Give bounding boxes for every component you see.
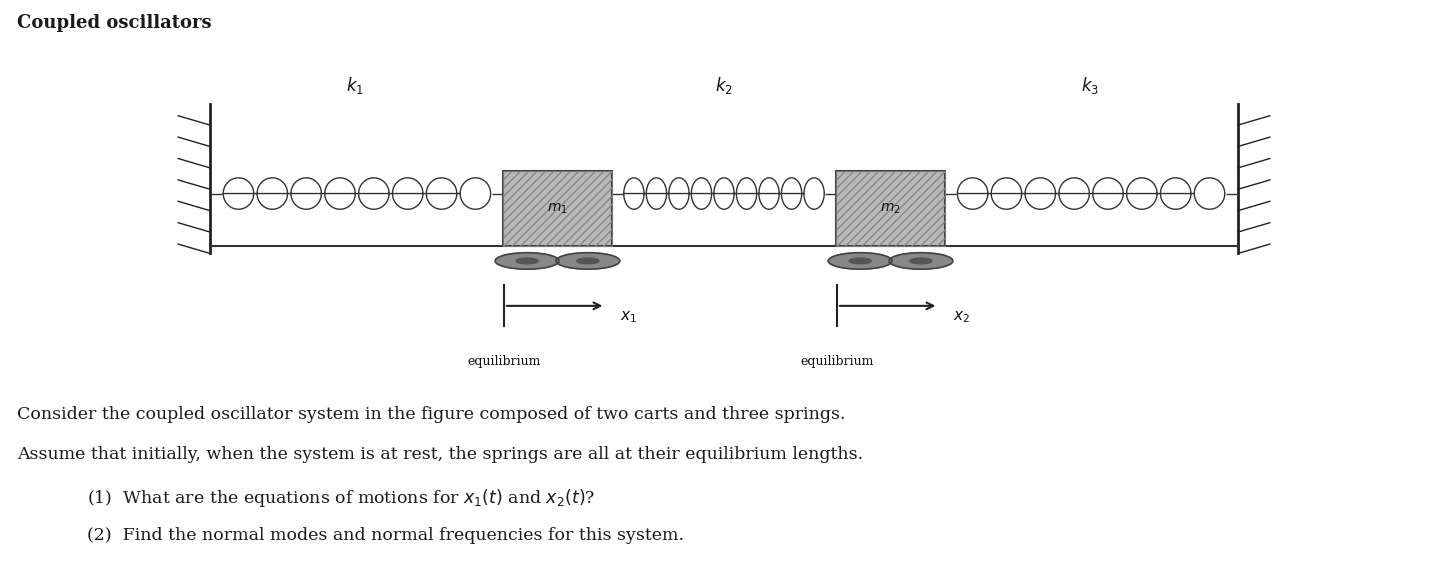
Text: equilibrium: equilibrium (468, 355, 540, 367)
Circle shape (828, 253, 892, 269)
Text: (2)  Find the normal modes and normal frequencies for this system.: (2) Find the normal modes and normal fre… (87, 527, 683, 544)
Text: (1)  What are the equations of motions for $x_1(t)$ and $x_2(t)$?: (1) What are the equations of motions fo… (87, 487, 595, 509)
Text: Coupled oscillators: Coupled oscillators (17, 14, 211, 32)
Circle shape (909, 258, 933, 264)
Text: $k_2$: $k_2$ (715, 75, 733, 96)
Circle shape (889, 253, 953, 269)
Text: Assume that initially, when the system is at rest, the springs are all at their : Assume that initially, when the system i… (17, 446, 863, 464)
Bar (837, 171, 944, 246)
Text: $x_2$: $x_2$ (953, 310, 970, 325)
Circle shape (556, 253, 620, 269)
Text: equilibrium: equilibrium (801, 355, 873, 367)
Bar (504, 171, 613, 246)
Circle shape (576, 258, 599, 264)
Bar (504, 171, 613, 246)
Text: $x_1$: $x_1$ (620, 310, 637, 325)
Text: $m_1$: $m_1$ (547, 202, 568, 216)
Bar (837, 171, 944, 246)
Text: $k_3$: $k_3$ (1082, 75, 1099, 96)
Circle shape (515, 258, 539, 264)
Text: $k_1$: $k_1$ (346, 75, 363, 96)
Circle shape (849, 258, 872, 264)
Text: Consider the coupled oscillator system in the figure composed of two carts and t: Consider the coupled oscillator system i… (17, 406, 846, 423)
Circle shape (495, 253, 559, 269)
Text: $m_2$: $m_2$ (880, 202, 901, 216)
